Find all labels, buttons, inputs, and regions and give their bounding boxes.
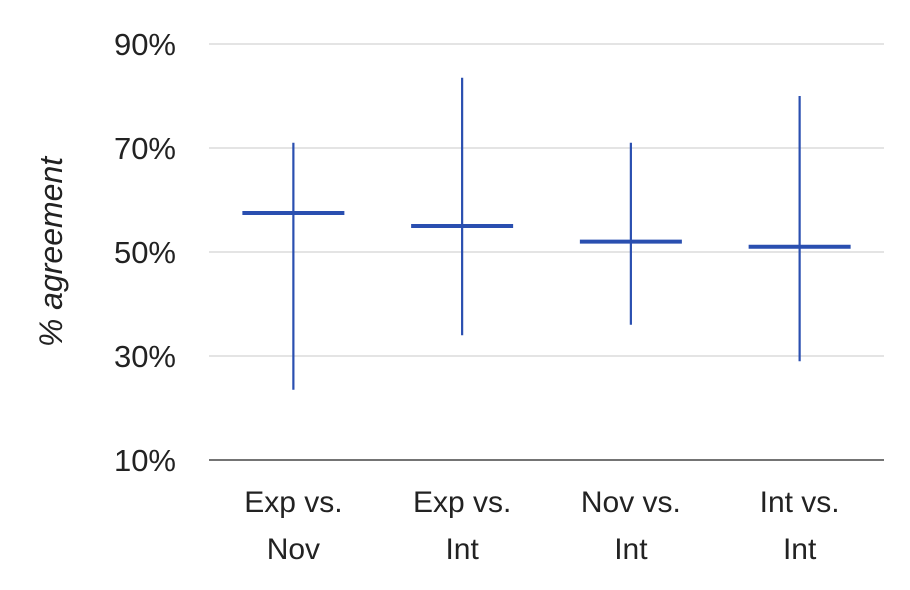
x-axis-categories: Exp vs. Nov Exp vs. Int Nov vs. Int Int vs. Int: [244, 486, 839, 566]
x-category-label: Exp vs.: [413, 486, 511, 519]
y-tick-label: 10%: [114, 443, 176, 478]
x-category-label: Int: [783, 533, 817, 566]
x-category-label: Nov: [267, 533, 320, 566]
y-tick-label: 70%: [114, 131, 176, 166]
x-category-label: Int vs.: [760, 486, 840, 519]
y-axis-ticks: 10% 30% 50% 70% 90%: [114, 27, 176, 478]
x-category-label: Int: [614, 533, 648, 566]
y-tick-label: 50%: [114, 235, 176, 270]
x-category-label: Int: [445, 533, 479, 566]
gridlines: [209, 43, 884, 357]
x-category-label: Exp vs.: [244, 486, 342, 519]
y-tick-label: 90%: [114, 27, 176, 62]
y-axis-label: % agreement: [33, 156, 69, 347]
y-tick-label: 30%: [114, 339, 176, 374]
chart-marks: [242, 77, 851, 390]
x-category-label: Nov vs.: [581, 486, 681, 519]
